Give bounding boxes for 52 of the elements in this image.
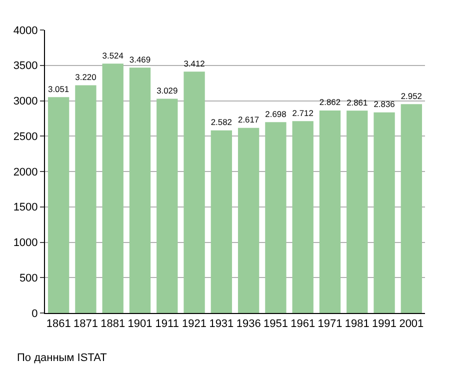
- data-label: 3.220: [75, 72, 97, 82]
- bar: [265, 122, 286, 313]
- y-tick-label: 2000: [13, 166, 38, 178]
- x-tick-label: 1881: [100, 318, 126, 330]
- bar: [346, 110, 368, 313]
- x-tick-label: 1936: [236, 318, 261, 330]
- x-tick-label: 1861: [46, 318, 71, 330]
- x-tick-label: 1911: [155, 318, 179, 330]
- x-tick-label: 1971: [318, 318, 342, 330]
- bar: [210, 130, 232, 313]
- data-label: 2.582: [210, 117, 232, 128]
- bar: [48, 97, 70, 313]
- data-label: 2.617: [238, 114, 260, 125]
- data-label: 3.469: [129, 54, 151, 64]
- data-label: 2.952: [400, 90, 422, 101]
- y-tick-label: 0: [32, 308, 38, 320]
- data-label: 3.051: [48, 84, 70, 94]
- data-label: 2.861: [346, 97, 368, 108]
- data-label: 2.862: [319, 97, 341, 108]
- bar: [319, 110, 341, 313]
- x-tick-label: 1901: [128, 318, 152, 330]
- bar: [238, 128, 260, 313]
- x-tick-label: 1921: [182, 318, 207, 330]
- y-tick-label: 1000: [13, 237, 38, 250]
- data-label: 3.412: [184, 58, 206, 68]
- x-tick-label: 2001: [399, 318, 424, 330]
- data-label: 2.836: [374, 99, 396, 110]
- bar: [156, 98, 178, 313]
- bar: [184, 72, 205, 313]
- data-label: 2.712: [292, 108, 314, 118]
- y-tick-label: 500: [19, 272, 38, 284]
- x-tick-label: 1931: [209, 318, 234, 330]
- bar: [129, 68, 151, 313]
- data-label: 3.029: [156, 85, 178, 96]
- bar: [374, 112, 395, 313]
- x-tick-label: 1991: [372, 318, 397, 330]
- y-tick-label: 3500: [13, 60, 38, 72]
- x-tick-label: 1871: [73, 318, 98, 330]
- bar: [75, 85, 96, 313]
- bar: [102, 64, 124, 313]
- data-label: 3.524: [102, 50, 124, 60]
- data-label: 2.698: [265, 108, 287, 119]
- bar: [292, 121, 314, 313]
- text: По данным ISTAT: [17, 352, 108, 364]
- y-tick-label: 4000: [13, 24, 38, 37]
- x-tick-label: 1961: [290, 318, 316, 330]
- x-tick-label: 1951: [263, 318, 288, 330]
- y-tick-label: 2500: [13, 130, 38, 143]
- x-tick-label: 1981: [344, 318, 370, 330]
- bar: [400, 104, 422, 313]
- y-tick-label: 3000: [13, 96, 38, 108]
- y-tick-label: 1500: [13, 202, 38, 214]
